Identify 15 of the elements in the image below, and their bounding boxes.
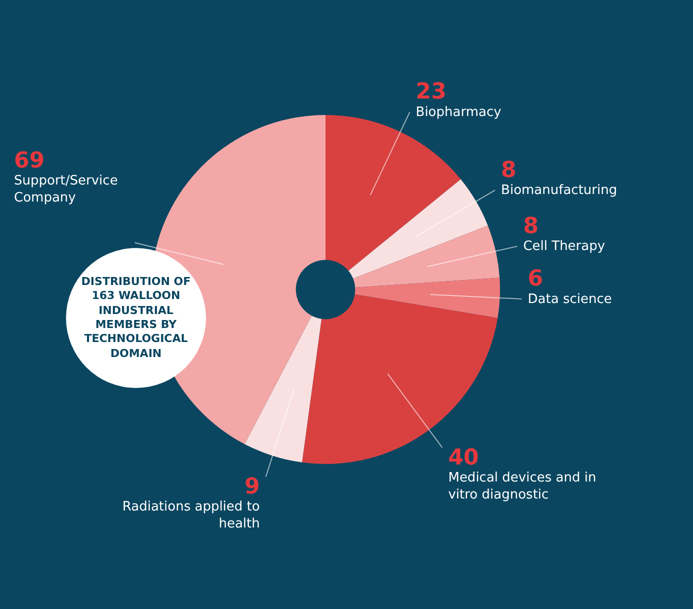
- slice-label: Radiations applied to health: [122, 500, 260, 532]
- data-label: 9: [244, 474, 260, 500]
- slice-label: Support/Service Company: [14, 173, 118, 206]
- slice-label: Medical devices and in vitro diagnostic: [448, 470, 596, 502]
- slice-label: Biomanufacturing: [501, 183, 618, 198]
- data-label: 69: [14, 148, 45, 174]
- data-label: 40: [448, 445, 479, 470]
- text: DISTRIBUTION OF 163 WALLOON INDUSTRIAL MEMBERS BY TECHNOLOGICAL DOMAIN: [66, 248, 206, 388]
- slice-label: Biopharmacy: [416, 104, 502, 120]
- data-label: 8: [523, 214, 539, 240]
- slice-label: Data science: [528, 292, 612, 307]
- data-label: 6: [528, 266, 544, 292]
- slice-label: Cell Therapy: [523, 239, 606, 254]
- data-label: 8: [501, 158, 516, 183]
- data-label: 23: [416, 80, 446, 105]
